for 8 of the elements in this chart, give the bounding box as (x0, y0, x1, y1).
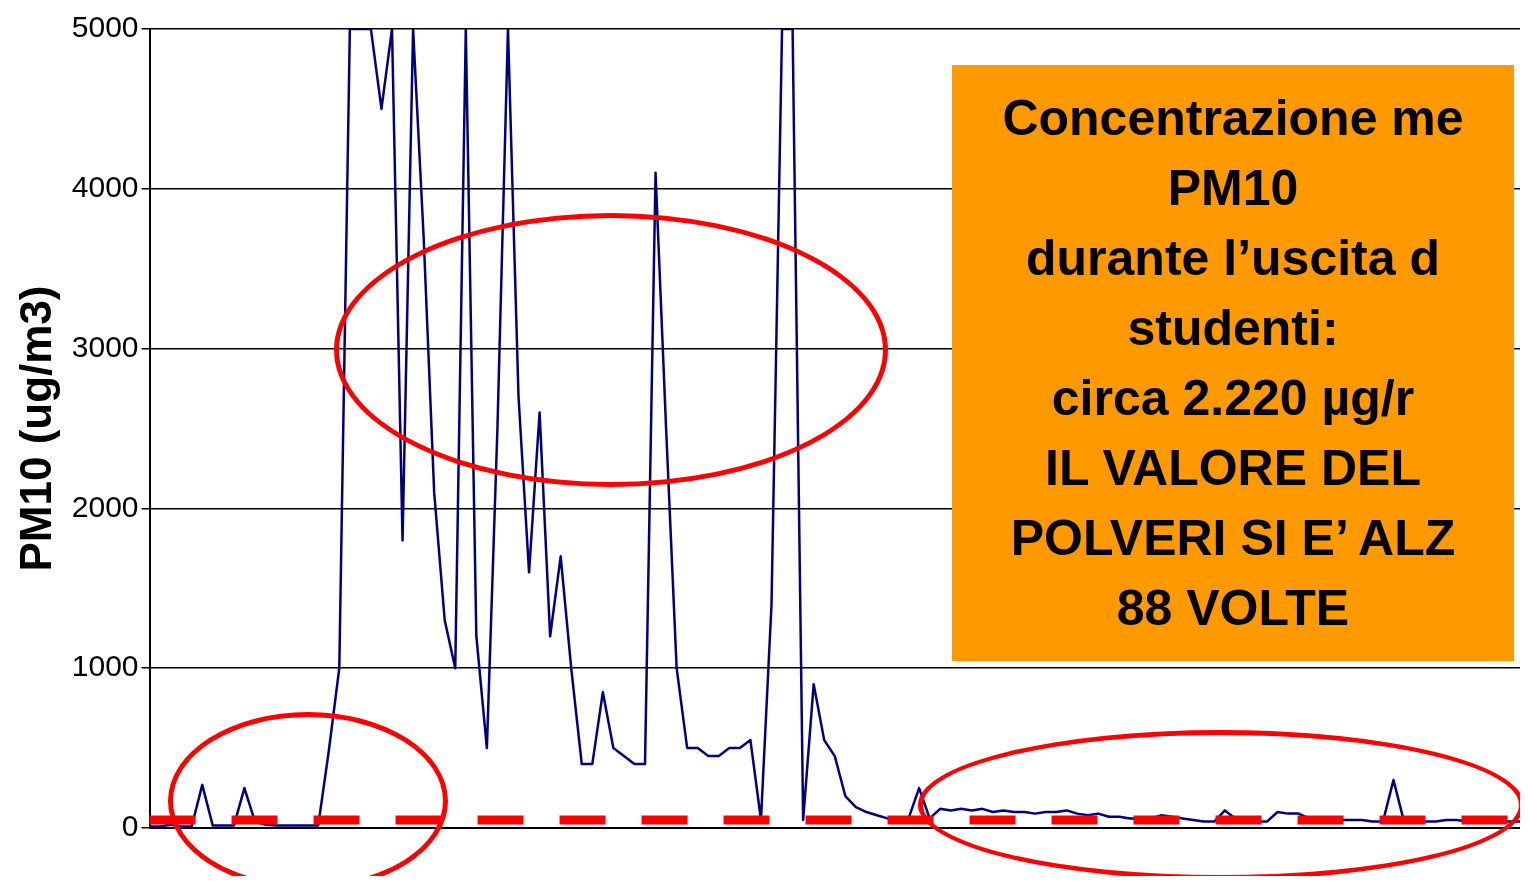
annotation: Concentrazione me PM10 durante l’uscita d studenti: circa 2.220 µg/r IL VALORE DEL POLVERI SI E’ ALZ 88 VOLTE (952, 65, 1514, 661)
y-tick-label: 3000 (71, 329, 139, 363)
y-tick-label: 1000 (71, 649, 139, 683)
y-axis-title: PM10 (ug/m3) (10, 285, 60, 572)
y-tick-label: 4000 (71, 170, 139, 204)
y-tick-label: 5000 (71, 10, 139, 44)
y-tick-label: 2000 (71, 489, 139, 523)
y-tick-label: 0 (121, 809, 139, 843)
